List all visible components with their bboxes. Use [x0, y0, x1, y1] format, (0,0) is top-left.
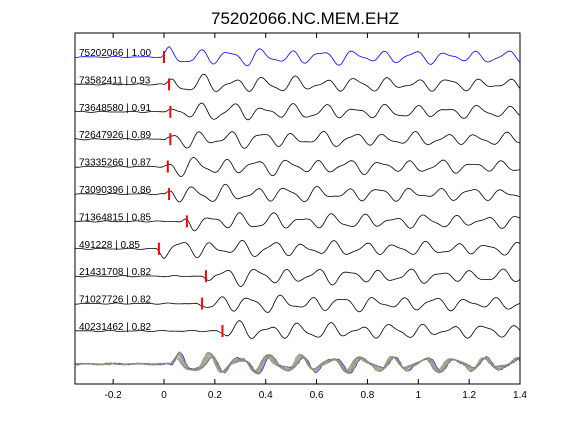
x-tick-label: 1.4	[513, 390, 527, 401]
trace-label: 73582411 | 0.93	[79, 75, 151, 86]
trace-label: 71364815 | 0.85	[79, 212, 152, 223]
chart-title: 75202066.NC.MEM.EHZ	[211, 9, 399, 28]
trace-label: 491228 | 0.85	[79, 240, 140, 251]
stack-group	[74, 351, 521, 375]
plot-frame	[74, 32, 521, 385]
stack-trace-line	[74, 353, 521, 374]
trace-group: 75202066 | 1.00 73582411 | 0.93 73648580 |…	[74, 46, 521, 339]
axes-group: -0.2 0 0.2 0.4 0.6 0.8 1 1.2 1.4	[74, 32, 527, 401]
trace-line	[74, 157, 521, 177]
trace-label: 75202066 | 1.00	[79, 48, 152, 59]
trace-line	[75, 239, 521, 260]
x-tick-label: 1.2	[462, 390, 476, 401]
trace-line	[74, 183, 521, 203]
trace-line	[74, 131, 521, 149]
trace-line	[75, 294, 521, 313]
trace-line	[74, 102, 521, 121]
trace-line	[75, 212, 521, 232]
trace-label: 72647926 | 0.89	[79, 130, 152, 141]
x-tick-label: 0.2	[208, 390, 222, 401]
x-tick-label: 1	[416, 390, 422, 401]
trace-label: 73648580 | 0.91	[79, 103, 152, 114]
trace-label: 21431708 | 0.82	[79, 267, 152, 278]
trace-label: 40231462 | 0.82	[79, 322, 152, 333]
x-tick-label: 0.8	[360, 390, 374, 401]
trace-label: 71027726 | 0.82	[79, 295, 152, 306]
trace-line	[74, 46, 521, 67]
x-tick-label: 0	[161, 390, 167, 401]
trace-label: 73090396 | 0.86	[79, 185, 152, 196]
trace-label: 73335266 | 0.87	[79, 158, 152, 169]
x-tick-label: 0.6	[310, 390, 324, 401]
trace-line	[74, 320, 521, 339]
x-tick-label: 0.4	[259, 390, 273, 401]
trace-line	[74, 73, 521, 92]
stack-trace-line	[74, 351, 521, 373]
trace-line	[74, 268, 521, 287]
x-tick-label: -0.2	[105, 390, 123, 401]
